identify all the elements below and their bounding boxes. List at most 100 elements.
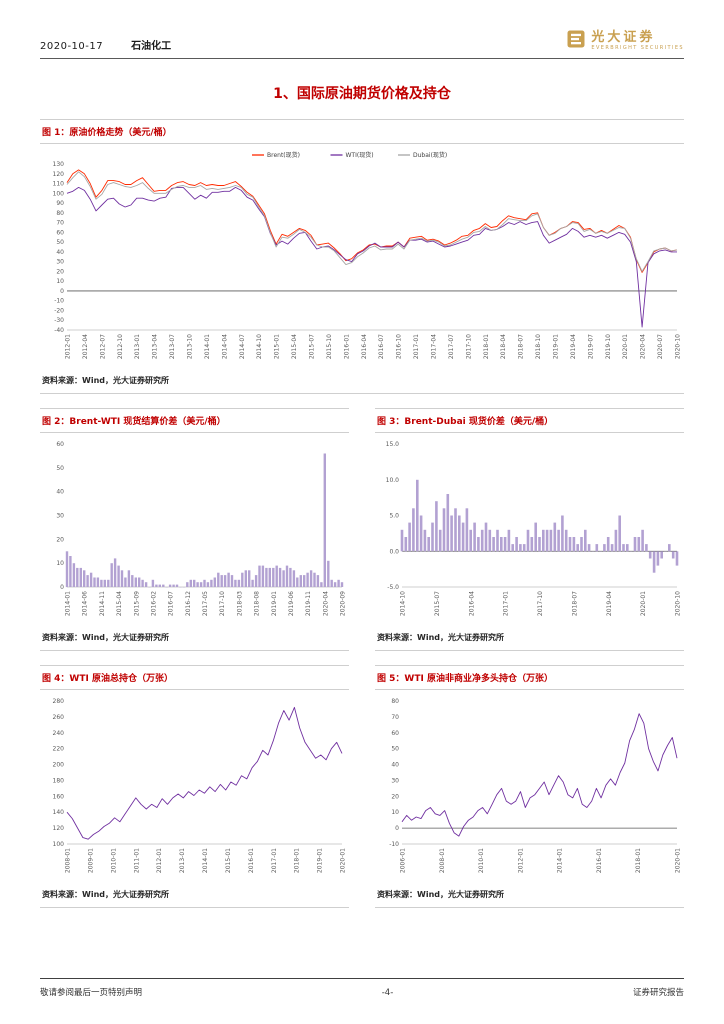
- figures-row-2: 图 4：WTI 原油总持仓（万张） 280 260 240 220 200 180 160 1…: [40, 665, 684, 922]
- figure-4-chart: 280 260 240 220 200 180 160 140 120 100 2008-01 200…: [40, 694, 349, 884]
- svg-text:50: 50: [391, 746, 399, 753]
- svg-text:2019-01: 2019-01: [317, 848, 324, 873]
- svg-text:70: 70: [56, 220, 64, 227]
- svg-text:10.0: 10.0: [386, 477, 400, 484]
- svg-text:0: 0: [395, 825, 399, 832]
- svg-text:2020-10: 2020-10: [675, 591, 682, 616]
- svg-text:2019-04: 2019-04: [606, 591, 613, 616]
- svg-text:2011-01: 2011-01: [133, 848, 140, 873]
- svg-text:90: 90: [56, 200, 64, 207]
- svg-text:40: 40: [391, 762, 399, 769]
- svg-text:2012-01: 2012-01: [517, 848, 524, 873]
- svg-text:2020-01: 2020-01: [622, 334, 629, 359]
- svg-text:2018-01: 2018-01: [635, 848, 642, 873]
- svg-text:220: 220: [53, 746, 65, 753]
- svg-text:2017-05: 2017-05: [202, 591, 209, 616]
- svg-text:2017-07: 2017-07: [448, 334, 455, 359]
- svg-text:30: 30: [391, 777, 399, 784]
- svg-text:80: 80: [56, 210, 64, 217]
- svg-text:20: 20: [391, 793, 399, 800]
- svg-text:2017-01: 2017-01: [271, 848, 278, 873]
- svg-text:2018-01: 2018-01: [294, 848, 301, 873]
- svg-text:2012-07: 2012-07: [99, 334, 106, 359]
- svg-text:2017-04: 2017-04: [431, 334, 438, 359]
- svg-text:2016-07: 2016-07: [168, 591, 175, 616]
- svg-text:2019-04: 2019-04: [570, 334, 577, 359]
- svg-text:2016-04: 2016-04: [361, 334, 368, 359]
- figure-5: 图 5：WTI 原油非商业净多头持仓（万张） 80 70 60 50 40 30 20 10 0…: [375, 665, 684, 908]
- svg-text:2014-07: 2014-07: [239, 334, 246, 359]
- svg-text:2006-01: 2006-01: [400, 848, 407, 873]
- svg-text:50: 50: [56, 239, 64, 246]
- svg-text:110: 110: [53, 181, 65, 188]
- svg-text:2019-01: 2019-01: [271, 591, 278, 616]
- figure-2-chart: 60 50 40 30 20 10 0 2014-01 2014-06 2014-11 2015-0…: [40, 437, 349, 627]
- svg-text:-20: -20: [54, 307, 64, 314]
- svg-text:-5.0: -5.0: [387, 584, 399, 591]
- svg-text:2012-04: 2012-04: [82, 334, 89, 359]
- svg-text:40: 40: [56, 249, 64, 256]
- svg-text:80: 80: [391, 698, 399, 705]
- figure-5-title: 图 5：WTI 原油非商业净多头持仓（万张）: [375, 665, 684, 690]
- svg-text:-10: -10: [389, 841, 399, 848]
- svg-text:15.0: 15.0: [386, 441, 400, 448]
- svg-text:2015-01: 2015-01: [225, 848, 232, 873]
- industry-category: 石油化工: [131, 41, 172, 52]
- svg-text:0.0: 0.0: [389, 548, 399, 555]
- brand-text: 光大证券 EVERBRIGHT SECURITIES: [591, 29, 684, 51]
- svg-text:2010-01: 2010-01: [478, 848, 485, 873]
- svg-text:2013-01: 2013-01: [134, 334, 141, 359]
- figure-4-source: 资料来源：Wind，光大证券研究所: [42, 890, 169, 899]
- svg-text:2012-01: 2012-01: [156, 848, 163, 873]
- svg-text:280: 280: [53, 698, 65, 705]
- svg-text:2018-07: 2018-07: [518, 334, 525, 359]
- svg-text:30: 30: [56, 513, 64, 520]
- svg-text:2019-06: 2019-06: [288, 591, 295, 616]
- svg-text:2016-12: 2016-12: [185, 591, 192, 616]
- brand-name: 光大证券: [591, 29, 656, 45]
- svg-text:2015-04: 2015-04: [291, 334, 298, 359]
- svg-text:100: 100: [53, 190, 65, 197]
- figure-1: 图 1：原油价格走势（美元/桶） 130 120 110 100 90 80 70 60 50 4…: [40, 119, 684, 394]
- svg-text:0: 0: [60, 584, 64, 591]
- svg-text:130: 130: [53, 161, 65, 168]
- svg-text:2019-07: 2019-07: [587, 334, 594, 359]
- svg-text:2014-01: 2014-01: [65, 591, 72, 616]
- header-left: 2020-10-17 石油化工: [40, 37, 171, 52]
- svg-text:2015-01: 2015-01: [274, 334, 281, 359]
- svg-text:2013-04: 2013-04: [152, 334, 159, 359]
- svg-text:2019-11: 2019-11: [305, 591, 312, 616]
- svg-text:2018-08: 2018-08: [254, 591, 261, 616]
- svg-text:2019-01: 2019-01: [553, 334, 560, 359]
- figures-row-1: 图 2：Brent-WTI 现货结算价差（美元/桶） 60 50 40 30 20 10 0…: [40, 408, 684, 665]
- figure-2: 图 2：Brent-WTI 现货结算价差（美元/桶） 60 50 40 30 20 10 0…: [40, 408, 349, 651]
- svg-text:2017-01: 2017-01: [503, 591, 510, 616]
- svg-text:5.0: 5.0: [389, 513, 399, 520]
- svg-text:2017-10: 2017-10: [537, 591, 544, 616]
- svg-text:0: 0: [60, 288, 64, 295]
- footer-report-type: 证券研究报告: [632, 988, 684, 998]
- svg-text:2015-07: 2015-07: [309, 334, 316, 359]
- figure-2-title: 图 2：Brent-WTI 现货结算价差（美元/桶）: [40, 408, 349, 433]
- svg-text:-30: -30: [54, 317, 64, 324]
- svg-text:2020-01: 2020-01: [675, 848, 682, 873]
- figure-5-source: 资料来源：Wind，光大证券研究所: [377, 890, 504, 899]
- svg-text:60: 60: [391, 730, 399, 737]
- svg-text:2016-07: 2016-07: [378, 334, 385, 359]
- svg-text:2008-01: 2008-01: [65, 848, 72, 873]
- page-header: 2020-10-17 石油化工 光大证券 EVERBRIGHT SECURITI…: [40, 30, 684, 59]
- svg-text:2010-01: 2010-01: [110, 848, 117, 873]
- figure-1-source: 资料来源：Wind，光大证券研究所: [42, 376, 169, 385]
- svg-text:2014-11: 2014-11: [99, 591, 106, 616]
- svg-text:2016-01: 2016-01: [248, 848, 255, 873]
- svg-text:2020-10: 2020-10: [675, 334, 682, 359]
- svg-text:2020-04: 2020-04: [322, 591, 329, 616]
- svg-text:2016-01: 2016-01: [343, 334, 350, 359]
- svg-text:120: 120: [53, 825, 65, 832]
- footer-disclaimer: 敬请参阅最后一页特别声明: [40, 988, 143, 998]
- svg-text:2017-10: 2017-10: [219, 591, 226, 616]
- figure-5-chart: 80 70 60 50 40 30 20 10 0 -10 2006-01 2008-01 2010-0…: [375, 694, 684, 884]
- svg-text:2019-10: 2019-10: [605, 334, 612, 359]
